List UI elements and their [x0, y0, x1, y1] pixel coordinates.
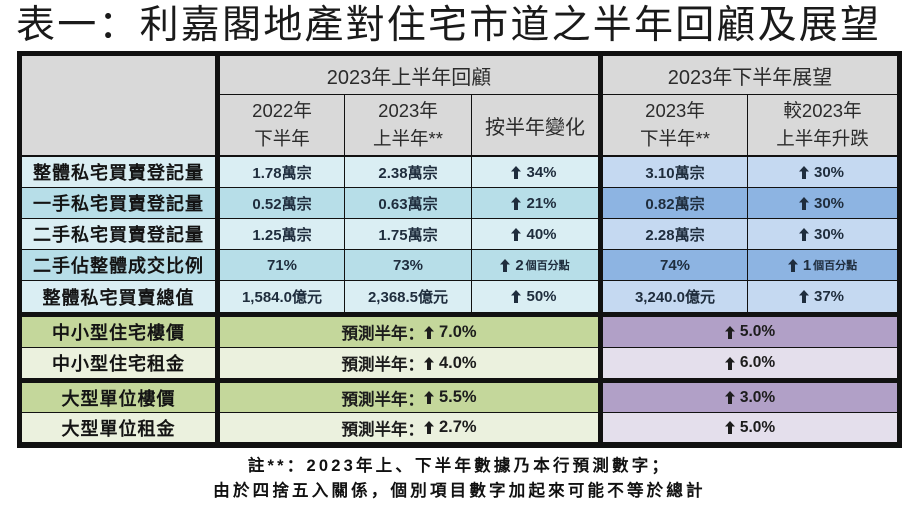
cell-hoh-change: 2 個百分點: [472, 250, 598, 280]
forecast-h2-cell: 5.0%: [603, 413, 897, 442]
cell-hoh-change: 40%: [472, 219, 598, 249]
up-arrow-icon: [423, 421, 434, 434]
cell-h2-2023: 0.82萬宗: [603, 188, 747, 218]
forecast-label: 中小型住宅租金: [22, 348, 215, 378]
market-review-outlook-table: 2023年上半年回顧 2023年下半年展望 2022年 下半年 2023年 上半…: [17, 51, 902, 448]
cell-vs-h1-2023: 30%: [748, 157, 897, 187]
cell-hoh-change: 50%: [472, 281, 598, 312]
up-arrow-icon: [423, 356, 434, 370]
row-label: 二手私宅買賣登記量: [22, 219, 215, 249]
forecast-h1-cell: 預測半年： 2.7%: [220, 413, 598, 442]
cell-h1-2023: 73%: [345, 250, 471, 280]
review-group-header: 2023年上半年回顧: [220, 56, 598, 94]
forecast-h2-cell: 6.0%: [603, 348, 897, 378]
up-arrow-icon: [787, 258, 798, 272]
up-arrow-icon: [511, 227, 522, 241]
up-arrow-icon: [724, 421, 735, 434]
cell-h2-2023: 74%: [603, 250, 747, 280]
cell-h2-2023: 3.10萬宗: [603, 157, 747, 187]
forecast-label: 中小型住宅樓價: [22, 317, 215, 347]
cell-h1-2023: 2.38萬宗: [345, 157, 471, 187]
cell-vs-h1-2023: 30%: [748, 188, 897, 218]
footnote-line-1: 註**：2023年上、下半年數據乃本行預測數字；: [247, 457, 672, 475]
up-arrow-icon: [724, 391, 735, 404]
cell-hoh-change: 34%: [472, 157, 598, 187]
cell-h2-2022: 0.52萬宗: [220, 188, 344, 218]
up-arrow-icon: [724, 356, 735, 370]
column-header-h2-2023: 2023年 下半年**: [603, 95, 747, 155]
up-arrow-icon: [798, 290, 809, 303]
forecast-label: 大型單位樓價: [22, 383, 215, 412]
forecast-label: 大型單位租金: [22, 413, 215, 442]
up-arrow-icon: [798, 165, 809, 179]
up-arrow-icon: [423, 325, 434, 339]
up-arrow-icon: [423, 391, 434, 404]
up-arrow-icon: [511, 196, 522, 210]
forecast-h1-cell: 預測半年： 5.5%: [220, 383, 598, 412]
cell-vs-h1-2023: 30%: [748, 219, 897, 249]
cell-vs-h1-2023: 1 個百分點: [748, 250, 897, 280]
column-header-h2-2022: 2022年 下半年: [220, 95, 344, 155]
up-arrow-icon: [798, 196, 809, 210]
row-label: 一手私宅買賣登記量: [22, 188, 215, 218]
header-corner-cell: [22, 56, 215, 155]
forecast-h1-cell: 預測半年： 7.0%: [220, 317, 598, 347]
up-arrow-icon: [500, 258, 511, 272]
cell-h2-2023: 2.28萬宗: [603, 219, 747, 249]
cell-vs-h1-2023: 37%: [748, 281, 897, 312]
footnote-line-2: 由於四捨五入關係，個別項目數字加起來可能不等於總計: [213, 482, 706, 500]
cell-h1-2023: 2,368.5億元: [345, 281, 471, 312]
column-header-hoh-change: 按半年變化: [472, 95, 598, 155]
cell-h2-2022: 1.25萬宗: [220, 219, 344, 249]
column-header-vs-h1-2023: 較2023年 上半年升跌: [748, 95, 897, 155]
cell-h2-2022: 1.78萬宗: [220, 157, 344, 187]
up-arrow-icon: [511, 290, 522, 303]
up-arrow-icon: [724, 325, 735, 339]
forecast-h2-cell: 5.0%: [603, 317, 897, 347]
row-label: 整體私宅買賣總值: [22, 281, 215, 312]
row-label: 二手佔整體成交比例: [22, 250, 215, 280]
cell-h2-2022: 71%: [220, 250, 344, 280]
cell-h1-2023: 0.63萬宗: [345, 188, 471, 218]
page-title: 表一：利嘉閣地產對住宅市道之半年回顧及展望: [16, 4, 882, 47]
cell-h2-2022: 1,584.0億元: [220, 281, 344, 312]
up-arrow-icon: [798, 227, 809, 241]
cell-hoh-change: 21%: [472, 188, 598, 218]
up-arrow-icon: [511, 165, 522, 179]
forecast-h2-cell: 3.0%: [603, 383, 897, 412]
cell-h1-2023: 1.75萬宗: [345, 219, 471, 249]
cell-h2-2023: 3,240.0億元: [603, 281, 747, 312]
column-header-h1-2023: 2023年 上半年**: [345, 95, 471, 155]
outlook-group-header: 2023年下半年展望: [603, 56, 897, 94]
row-label: 整體私宅買賣登記量: [22, 157, 215, 187]
forecast-h1-cell: 預測半年： 4.0%: [220, 348, 598, 378]
